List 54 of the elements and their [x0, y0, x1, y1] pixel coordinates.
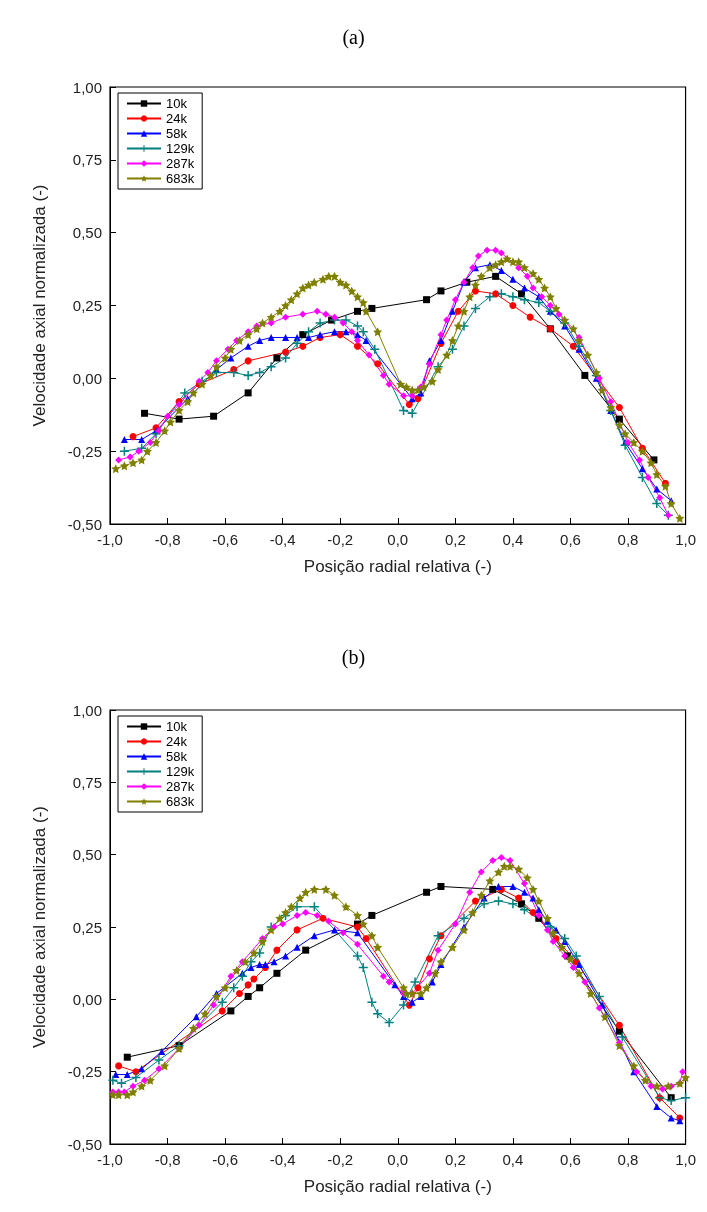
y-tick-label: 1,00 [72, 78, 102, 96]
legend-label: 287k [166, 779, 195, 794]
legend-label: 129k [166, 141, 195, 156]
x-axis-title: Posição radial relativa (-) [303, 557, 492, 576]
y-tick-label: 0,00 [72, 990, 102, 1008]
x-tick-label: 0,2 [444, 1151, 466, 1168]
y-axis-title: Velocidade axial normalizada (-) [30, 184, 49, 427]
x-tick-label: 0,4 [502, 1151, 524, 1168]
x-tick-label: -0,8 [154, 531, 181, 548]
y-tick-label: -0,50 [67, 1135, 102, 1153]
y-tick-label: 0,00 [72, 369, 102, 387]
x-tick-label: -1,0 [97, 531, 123, 548]
x-tick-label: 0,8 [617, 1151, 639, 1168]
y-axis-title: Velocidade axial normalizada (-) [30, 806, 49, 1048]
x-tick-label: 1,0 [675, 1151, 696, 1168]
legend-label: 287k [166, 156, 195, 171]
y-tick-label: -0,50 [67, 515, 102, 533]
x-tick-label: 0,0 [387, 531, 409, 548]
y-tick-label: -0,25 [67, 1063, 102, 1081]
x-tick-label: -0,2 [327, 531, 354, 548]
y-tick-label: 0,25 [72, 297, 102, 314]
x-tick-label: -0,4 [269, 531, 296, 548]
chart-title: (a) [342, 26, 365, 49]
legend-label: 129k [166, 764, 195, 779]
x-tick-label: -0,8 [154, 1151, 181, 1168]
x-tick-label: 1,0 [675, 531, 696, 548]
x-tick-label: 0,2 [444, 531, 466, 548]
legend-label: 24k [166, 734, 188, 749]
y-tick-label: 0,75 [72, 151, 102, 169]
x-tick-label: -0,4 [269, 1151, 296, 1168]
legend-label: 58k [166, 126, 188, 141]
x-tick-label: 0,6 [560, 1151, 581, 1168]
y-tick-label: -0,25 [67, 442, 102, 460]
y-tick-label: 1,00 [72, 701, 102, 719]
legend-label: 24k [166, 111, 188, 126]
legend-label: 683k [166, 794, 195, 809]
x-tick-label: 0,6 [560, 531, 581, 548]
x-tick-label: -0,6 [212, 531, 239, 548]
legend-label: 58k [166, 749, 188, 764]
x-tick-label: -0,6 [212, 1151, 239, 1168]
y-tick-label: 0,75 [72, 773, 102, 791]
x-tick-label: 0,0 [387, 1151, 409, 1168]
x-tick-label: -1,0 [97, 1151, 123, 1168]
y-tick-label: 0,25 [72, 918, 102, 936]
y-tick-label: 0,50 [72, 224, 102, 242]
y-tick-label: 0,50 [72, 846, 102, 864]
x-tick-label: 0,4 [502, 531, 524, 548]
legend-label: 10k [166, 96, 188, 111]
x-tick-label: -0,2 [327, 1151, 354, 1168]
x-tick-label: 0,8 [617, 531, 639, 548]
x-axis-title: Posição radial relativa (-) [303, 1177, 492, 1196]
chart-title: (b) [341, 646, 366, 669]
legend-label: 683k [166, 171, 195, 186]
legend-label: 10k [166, 719, 188, 734]
